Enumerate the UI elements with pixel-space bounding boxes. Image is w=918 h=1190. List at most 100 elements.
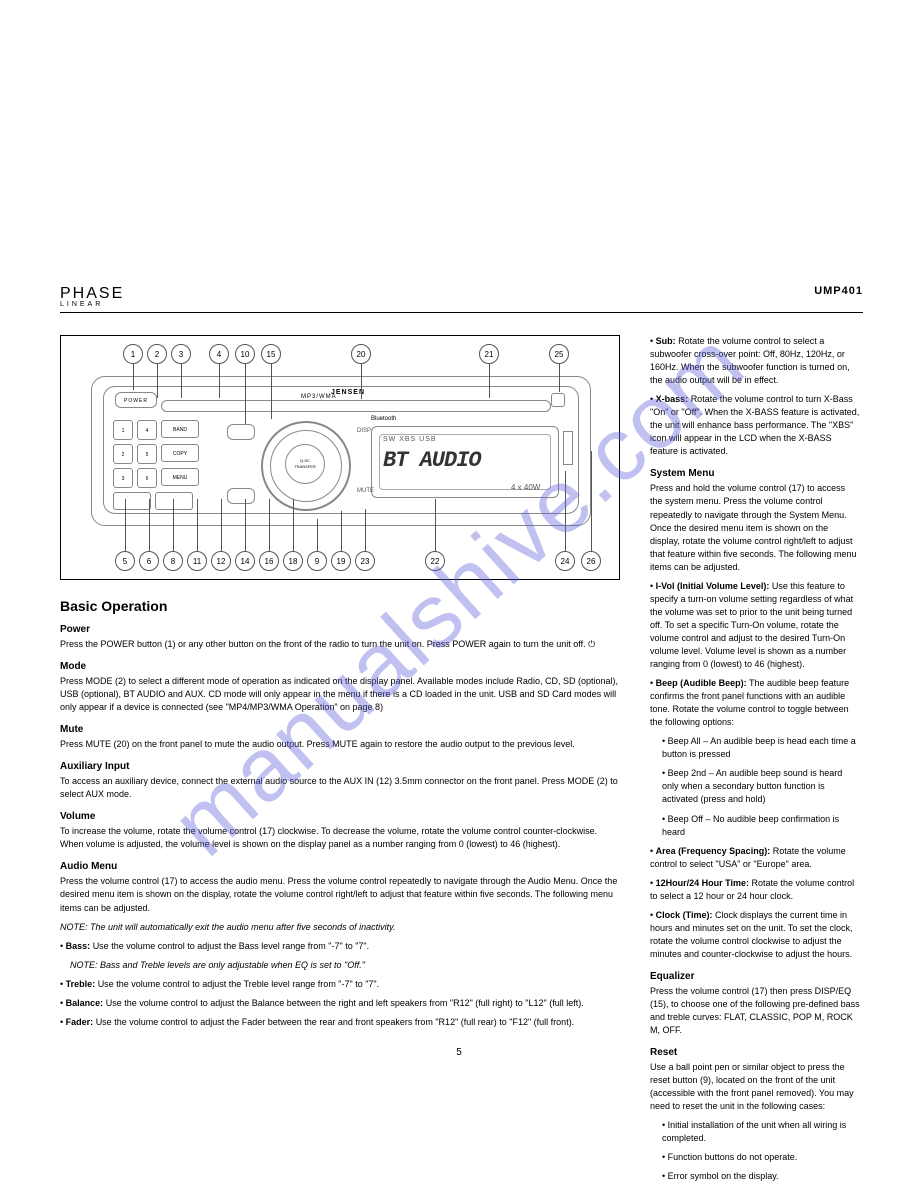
page-header: PHASE LINEAR: [60, 285, 863, 313]
btn-2: 2: [113, 444, 133, 464]
btn-4: 4: [137, 420, 157, 440]
callout-26: 26: [581, 551, 601, 571]
callout-line: [125, 499, 126, 551]
callout-line: [221, 499, 222, 551]
callout-10: 10: [235, 344, 255, 364]
xbass-item: • X-bass: Rotate the volume control to t…: [650, 393, 860, 458]
jensen-logo: JENSEN: [331, 389, 365, 396]
callout-20: 20: [351, 344, 371, 364]
callout-line: [245, 499, 246, 551]
volume-text: To increase the volume, rotate the volum…: [60, 825, 620, 851]
callout-9: 9: [307, 551, 327, 571]
btn-6: 6: [137, 468, 157, 488]
callout-line: [559, 364, 560, 392]
aux-text: To access an auxiliary device, connect t…: [60, 775, 620, 801]
brand-sub: LINEAR: [60, 301, 863, 308]
callout-line: [293, 499, 294, 551]
callout-11: 11: [187, 551, 207, 571]
hour-item: • 12Hour/24 Hour Time: Rotate the volume…: [650, 877, 860, 903]
system-menu-text: Press and hold the volume control (17) t…: [650, 482, 860, 573]
note-1: NOTE: The unit will automatically exit t…: [60, 921, 620, 934]
callout-12: 12: [211, 551, 231, 571]
eject-button: [551, 393, 565, 407]
power-icon: ⏻: [588, 639, 595, 649]
btn-5: 5: [137, 444, 157, 464]
preset-buttons: 1 4 BAND 2 5 COPY 3 6 MENU: [113, 418, 233, 512]
callout-2: 2: [147, 344, 167, 364]
ivol-item: • I-Vol (Initial Volume Level): Use this…: [650, 580, 860, 671]
callout-line: [271, 364, 272, 419]
lcd-watts: 4 x 40W: [511, 483, 540, 492]
beep-item: • Beep (Audible Beep): The audible beep …: [650, 677, 860, 729]
callout-15: 15: [261, 344, 281, 364]
volume-dial-center: Q.SC TRANSFER: [285, 444, 325, 484]
column-1: Basic Operation Power Press the POWER bu…: [60, 598, 620, 1035]
callout-line: [361, 364, 362, 399]
disp-label: DISP: [357, 428, 371, 434]
cd-slot: [161, 400, 551, 412]
header-rule: [60, 312, 863, 313]
volume-heading: Volume: [60, 811, 620, 822]
btn-3: 3: [113, 468, 133, 488]
power-heading: Power: [60, 624, 620, 635]
equalizer-text: Press the volume control (17) then press…: [650, 985, 860, 1037]
beep-all: • Beep All – An audible beep is head eac…: [662, 735, 860, 761]
beep-2nd: • Beep 2nd – An audible beep sound is he…: [662, 767, 860, 806]
balance-item: • Balance: Use the volume control to adj…: [60, 997, 620, 1010]
callout-line: [269, 499, 270, 551]
usb-slot: [563, 431, 573, 465]
section-title: Basic Operation: [60, 598, 620, 614]
lcd-main-text: BT AUDIO: [383, 448, 481, 473]
btn-band: BAND: [161, 420, 199, 438]
btn-1: 1: [113, 420, 133, 440]
mode-heading: Mode: [60, 661, 620, 672]
callout-23: 23: [355, 551, 375, 571]
callout-8: 8: [163, 551, 183, 571]
treble-item: • Treble: Use the volume control to adju…: [60, 978, 620, 991]
bass-item: • Bass: Use the volume control to adjust…: [60, 940, 620, 953]
lcd-status-icons: SW XBS USB: [383, 436, 437, 443]
area-item: • Area (Frequency Spacing): Rotate the v…: [650, 845, 860, 871]
reset-3: • Error symbol on the display.: [662, 1170, 860, 1183]
callout-21: 21: [479, 344, 499, 364]
column-2: • Sub: Rotate the volume control to sele…: [650, 335, 860, 1190]
system-menu-heading: System Menu: [650, 468, 860, 479]
callout-line: [565, 471, 566, 551]
mute-label: MUTE: [357, 488, 374, 494]
callout-line: [149, 499, 150, 551]
audio-menu-text: Press the volume control (17) to access …: [60, 875, 620, 914]
clock-item: • Clock (Time): Clock displays the curre…: [650, 909, 860, 961]
btn-next: [227, 488, 255, 504]
btn-prev: [227, 424, 255, 440]
fader-item: • Fader: Use the volume control to adjus…: [60, 1016, 620, 1029]
mode-text: Press MODE (2) to select a different mod…: [60, 675, 620, 714]
audio-menu-heading: Audio Menu: [60, 861, 620, 872]
reset-1: • Initial installation of the unit when …: [662, 1119, 860, 1145]
callout-line: [341, 511, 342, 551]
aux-heading: Auxiliary Input: [60, 761, 620, 772]
page-number: 5: [456, 1047, 462, 1058]
bluetooth-label: Bluetooth: [371, 416, 396, 422]
callout-line: [365, 509, 366, 551]
callout-24: 24: [555, 551, 575, 571]
dial-bot-label: TRANSFER: [294, 464, 316, 470]
model-number: UMP401: [814, 285, 863, 297]
equalizer-heading: Equalizer: [650, 971, 860, 982]
callout-1: 1: [123, 344, 143, 364]
callout-18: 18: [283, 551, 303, 571]
mute-text: Press MUTE (20) on the front panel to mu…: [60, 738, 620, 751]
callout-4: 4: [209, 344, 229, 364]
callout-line: [197, 499, 198, 551]
callout-line: [317, 519, 318, 551]
sub-item: • Sub: Rotate the volume control to sele…: [650, 335, 860, 387]
note-2: NOTE: Bass and Treble levels are only ad…: [70, 959, 620, 972]
callout-line: [181, 364, 182, 398]
btn-copy: COPY: [161, 444, 199, 462]
callout-3: 3: [171, 344, 191, 364]
callout-line: [173, 499, 174, 551]
btn-transfer: [113, 492, 151, 510]
callout-25: 25: [549, 344, 569, 364]
power-text: Press the POWER button (1) or any other …: [60, 638, 620, 651]
callout-line: [219, 364, 220, 398]
beep-off: • Beep Off – No audible beep confirmatio…: [662, 813, 860, 839]
